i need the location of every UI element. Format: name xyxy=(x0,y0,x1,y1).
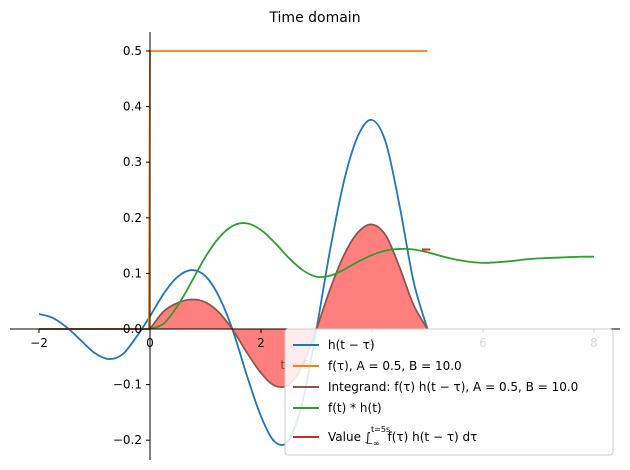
legend-box xyxy=(284,328,614,456)
y-tick-label: −0.1 xyxy=(113,378,142,392)
y-tick-label: 0.3 xyxy=(123,155,142,169)
x-tick-label: 0 xyxy=(146,336,154,350)
x-tick-label: 2 xyxy=(257,336,265,350)
legend-label-conv: f(t) * h(t) xyxy=(328,401,382,415)
y-tick-label: 0.2 xyxy=(123,211,142,225)
legend-value-lower-limit: −∞ xyxy=(366,439,379,448)
y-tick-label: 0.0 xyxy=(123,322,142,336)
y-tick-label: 0.4 xyxy=(123,100,142,114)
legend-label-f: f(τ), A = 0.5, B = 10.0 xyxy=(328,359,462,373)
legend-label-value: Value ∫t=5s −∞ f(τ) h(t − τ) dτ xyxy=(328,425,477,448)
chart-title: Time domain xyxy=(268,10,360,26)
y-tick-label: −0.2 xyxy=(113,433,142,447)
legend-label-h: h(t − τ) xyxy=(328,338,375,352)
legend-label-integrand: Integrand: f(τ) h(t − τ), A = 0.5, B = 1… xyxy=(328,380,578,394)
y-tick-label: 0.5 xyxy=(123,44,142,58)
series-conv-line xyxy=(149,222,595,330)
legend-value-integrand: f(τ) h(t − τ) dτ xyxy=(388,430,478,444)
legend: h(t − τ) f(τ), A = 0.5, B = 10.0 Integrand… xyxy=(284,328,614,456)
integrand-fill-area xyxy=(150,224,428,388)
integrand-fill xyxy=(150,224,428,388)
y-tick-label: 0.1 xyxy=(123,266,142,280)
x-tick-label: −2 xyxy=(30,336,48,350)
series-h-line xyxy=(38,118,429,446)
legend-value-upper-limit: t=5s xyxy=(371,425,390,434)
